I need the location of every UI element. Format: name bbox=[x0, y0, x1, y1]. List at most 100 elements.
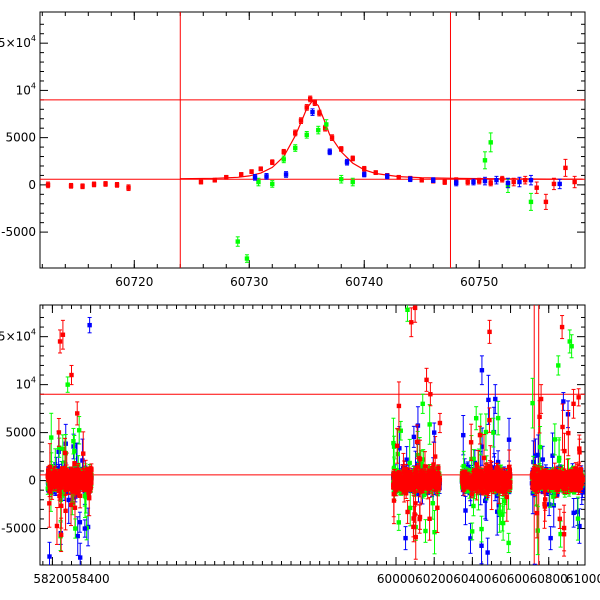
data-point bbox=[47, 488, 53, 493]
data-point bbox=[563, 165, 568, 171]
data-point bbox=[523, 177, 528, 183]
data-point bbox=[66, 497, 71, 503]
data-point bbox=[70, 489, 76, 494]
data-point bbox=[80, 458, 85, 463]
data-point bbox=[244, 256, 250, 261]
data-point bbox=[47, 554, 52, 559]
data-point bbox=[50, 470, 56, 475]
data-point bbox=[60, 446, 66, 452]
data-point bbox=[270, 159, 275, 165]
top-panel: -5000 0 5000 104 1.5×104 60720 60730 60740 60750 bbox=[0, 11, 586, 289]
data-point bbox=[362, 166, 367, 172]
data-point bbox=[308, 96, 313, 102]
data-point bbox=[57, 445, 62, 450]
data-point bbox=[310, 109, 315, 115]
data-point bbox=[500, 177, 505, 182]
data-point bbox=[281, 149, 286, 155]
data-point bbox=[431, 177, 436, 183]
data-point bbox=[62, 450, 68, 456]
data-point bbox=[58, 480, 64, 486]
data-point bbox=[63, 508, 68, 514]
data-point bbox=[283, 172, 289, 177]
plot-area bbox=[40, 12, 585, 268]
data-point bbox=[317, 110, 322, 116]
data-point bbox=[59, 503, 64, 509]
data-point bbox=[85, 467, 91, 473]
y-tick-label: 5000 bbox=[5, 131, 36, 145]
data-point bbox=[408, 177, 413, 182]
data-point bbox=[494, 177, 499, 183]
data-point bbox=[423, 528, 428, 534]
data-point bbox=[293, 145, 298, 151]
data-point bbox=[57, 493, 62, 499]
data-point bbox=[45, 473, 51, 478]
data-point bbox=[114, 182, 120, 188]
data-point bbox=[396, 175, 401, 180]
data-point bbox=[511, 179, 516, 185]
data-point bbox=[103, 181, 108, 187]
data-point bbox=[322, 125, 328, 131]
data-point bbox=[224, 175, 229, 180]
x-tick-label: 60730 bbox=[230, 275, 268, 289]
data-point bbox=[88, 486, 93, 491]
model-curve bbox=[180, 99, 583, 180]
data-point bbox=[49, 477, 55, 482]
data-point bbox=[52, 478, 58, 483]
data-point bbox=[75, 533, 80, 539]
data-point bbox=[551, 181, 557, 187]
data-point bbox=[411, 434, 417, 440]
data-point bbox=[329, 135, 335, 140]
data-point bbox=[68, 183, 74, 189]
x-tick-label: 58400 bbox=[71, 572, 109, 586]
data-point bbox=[79, 478, 85, 483]
data-point bbox=[256, 179, 261, 185]
data-point bbox=[85, 472, 91, 477]
data-point bbox=[198, 179, 204, 185]
data-point bbox=[69, 480, 74, 485]
data-point bbox=[362, 172, 367, 177]
data-point bbox=[488, 140, 493, 145]
season-cloud-season-1 bbox=[45, 412, 94, 565]
data-point bbox=[88, 474, 93, 480]
data-point bbox=[71, 476, 76, 482]
data-point bbox=[465, 179, 470, 185]
data-point bbox=[49, 435, 54, 440]
data-point bbox=[264, 174, 269, 179]
data-point bbox=[477, 178, 482, 184]
data-point bbox=[442, 179, 447, 185]
data-point bbox=[75, 490, 80, 495]
data-point bbox=[298, 118, 304, 123]
data-point bbox=[482, 158, 488, 163]
data-point bbox=[68, 485, 73, 490]
x-tick-label: 60200 bbox=[415, 572, 453, 586]
y-tick-label: 104 bbox=[16, 81, 36, 97]
x-tick-label: 60740 bbox=[345, 275, 383, 289]
data-point bbox=[482, 178, 488, 184]
data-point bbox=[327, 149, 332, 155]
data-point bbox=[77, 493, 83, 498]
data-point bbox=[56, 449, 61, 455]
data-point bbox=[385, 174, 390, 179]
data-point bbox=[91, 182, 97, 187]
x-tick-label: 60400 bbox=[453, 572, 491, 586]
data-point bbox=[54, 523, 60, 529]
data-point bbox=[350, 179, 355, 185]
series-blue bbox=[252, 108, 562, 190]
data-point bbox=[81, 451, 86, 456]
x-tick-label: 58200 bbox=[33, 572, 71, 586]
data-point bbox=[77, 473, 82, 479]
data-point bbox=[80, 184, 85, 189]
x-tick-label: 60000 bbox=[377, 572, 415, 586]
data-point bbox=[344, 159, 350, 165]
data-point bbox=[528, 177, 534, 183]
data-point bbox=[72, 505, 78, 510]
data-point bbox=[66, 476, 71, 481]
data-point bbox=[419, 177, 424, 183]
data-point bbox=[83, 470, 88, 475]
series-green bbox=[235, 119, 534, 263]
data-point bbox=[293, 130, 298, 136]
data-point bbox=[72, 448, 77, 454]
data-point bbox=[82, 476, 88, 481]
data-point bbox=[270, 181, 275, 187]
data-point bbox=[528, 199, 534, 205]
